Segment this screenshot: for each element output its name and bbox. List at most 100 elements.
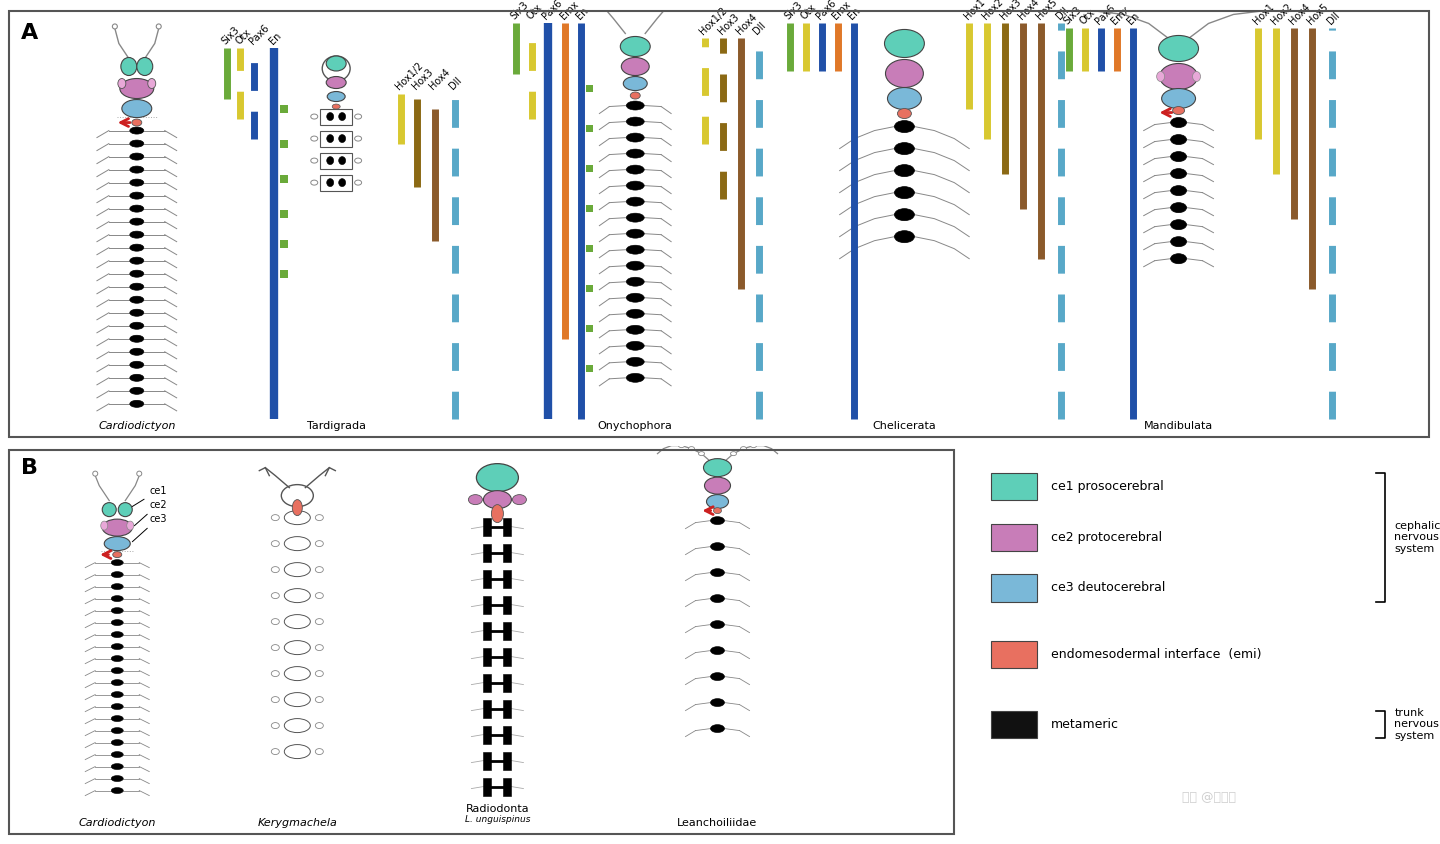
Text: Hox4: Hox4: [734, 12, 759, 36]
Ellipse shape: [626, 245, 644, 254]
Ellipse shape: [130, 284, 144, 290]
Ellipse shape: [111, 764, 124, 770]
Bar: [484, 647, 491, 666]
Ellipse shape: [710, 699, 724, 706]
Ellipse shape: [710, 725, 724, 733]
Ellipse shape: [1192, 72, 1201, 82]
Ellipse shape: [130, 205, 144, 212]
Bar: [281, 175, 288, 182]
Ellipse shape: [271, 592, 279, 598]
Ellipse shape: [271, 619, 279, 625]
Ellipse shape: [626, 117, 644, 126]
Text: Hox3: Hox3: [998, 0, 1022, 21]
Ellipse shape: [271, 722, 279, 728]
Ellipse shape: [338, 112, 346, 121]
Ellipse shape: [111, 619, 124, 625]
Text: Hox1: Hox1: [1251, 2, 1276, 26]
Text: ce3: ce3: [132, 514, 167, 542]
Ellipse shape: [338, 134, 346, 143]
Bar: [504, 621, 511, 640]
Ellipse shape: [292, 500, 302, 516]
Text: Hox5: Hox5: [1034, 0, 1058, 21]
Text: Six3: Six3: [783, 0, 805, 21]
Text: Hox3: Hox3: [716, 12, 740, 36]
Ellipse shape: [118, 78, 125, 89]
Ellipse shape: [130, 309, 144, 316]
Text: Onychophora: Onychophora: [598, 421, 672, 431]
Bar: [320, 109, 353, 125]
Text: Otx: Otx: [233, 27, 252, 46]
Ellipse shape: [284, 744, 311, 759]
Ellipse shape: [271, 645, 279, 651]
Ellipse shape: [626, 101, 644, 110]
Bar: [320, 153, 353, 169]
Ellipse shape: [894, 165, 914, 176]
Ellipse shape: [327, 91, 346, 101]
Ellipse shape: [740, 446, 746, 451]
Text: endomesodermal interface  (emi): endomesodermal interface (emi): [1051, 647, 1261, 661]
Ellipse shape: [130, 257, 144, 264]
Ellipse shape: [132, 119, 141, 126]
Ellipse shape: [284, 563, 311, 576]
Ellipse shape: [626, 373, 644, 382]
Ellipse shape: [111, 704, 124, 710]
Ellipse shape: [315, 566, 324, 572]
Text: Six3: Six3: [508, 0, 530, 21]
Text: En: En: [1126, 11, 1142, 26]
Ellipse shape: [271, 541, 279, 547]
Ellipse shape: [111, 776, 124, 782]
Text: Tardigrada: Tardigrada: [307, 421, 366, 431]
Bar: [484, 777, 491, 796]
Ellipse shape: [354, 136, 361, 141]
Ellipse shape: [271, 671, 279, 677]
Ellipse shape: [284, 718, 311, 733]
Text: Radiodonta: Radiodonta: [465, 803, 530, 814]
Bar: [991, 711, 1037, 738]
Text: En: En: [847, 6, 863, 21]
Ellipse shape: [1162, 89, 1195, 109]
Ellipse shape: [626, 341, 644, 350]
Text: Dll: Dll: [1325, 10, 1342, 26]
Ellipse shape: [894, 208, 914, 220]
Text: En: En: [575, 6, 590, 21]
Ellipse shape: [121, 57, 137, 75]
Ellipse shape: [1171, 236, 1187, 246]
Bar: [504, 544, 511, 561]
Bar: [991, 523, 1037, 551]
Ellipse shape: [1172, 106, 1185, 115]
Text: Hox2: Hox2: [1269, 2, 1295, 26]
Text: Otx: Otx: [524, 3, 544, 21]
Text: Hox1/2: Hox1/2: [395, 60, 425, 91]
Bar: [281, 270, 288, 278]
Ellipse shape: [710, 595, 724, 603]
Ellipse shape: [710, 620, 724, 629]
Ellipse shape: [626, 293, 644, 302]
Ellipse shape: [130, 140, 144, 147]
Ellipse shape: [886, 59, 923, 88]
Bar: [586, 125, 593, 132]
Text: Hox1/2: Hox1/2: [698, 5, 729, 36]
Ellipse shape: [1171, 186, 1187, 196]
Text: cephalic
nervous
system: cephalic nervous system: [1394, 521, 1440, 554]
Ellipse shape: [626, 325, 644, 334]
Ellipse shape: [311, 114, 318, 119]
Ellipse shape: [111, 668, 124, 674]
Text: Emx: Emx: [1110, 4, 1132, 26]
Ellipse shape: [710, 517, 724, 525]
Ellipse shape: [338, 179, 346, 187]
Ellipse shape: [678, 444, 684, 447]
Text: En: En: [268, 30, 284, 46]
Ellipse shape: [631, 92, 641, 99]
Bar: [586, 205, 593, 212]
Ellipse shape: [1159, 35, 1198, 62]
Ellipse shape: [102, 519, 132, 536]
Ellipse shape: [315, 645, 324, 651]
Ellipse shape: [311, 180, 318, 185]
Bar: [991, 641, 1037, 668]
Bar: [484, 544, 491, 561]
Ellipse shape: [111, 751, 124, 758]
Ellipse shape: [1171, 169, 1187, 179]
Ellipse shape: [750, 444, 756, 447]
Ellipse shape: [284, 511, 311, 525]
Ellipse shape: [271, 749, 279, 755]
